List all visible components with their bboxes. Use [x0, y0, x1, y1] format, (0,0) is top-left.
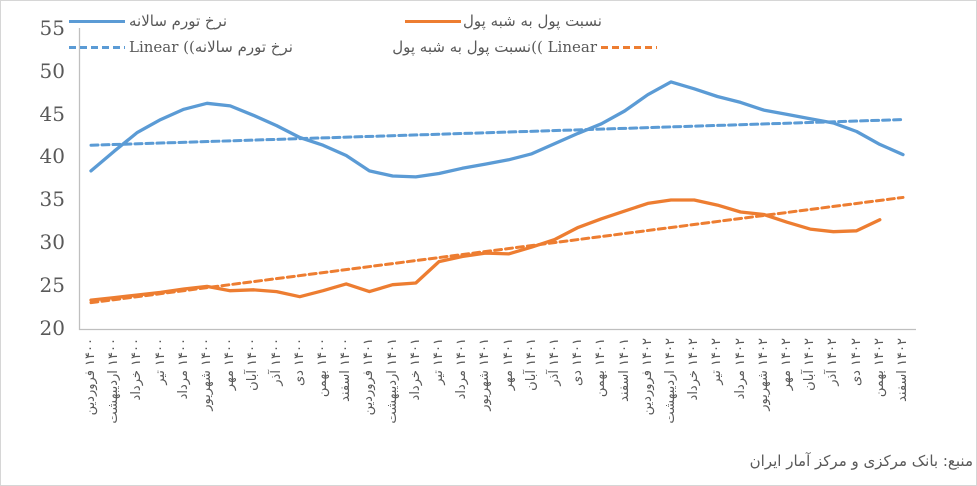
inflation-trendline-swatch	[69, 45, 125, 49]
x-tick-label: ۱۴۰۲ خرداد	[686, 338, 702, 401]
x-tick-label: ۱۴۰۱ آبان	[523, 338, 539, 391]
x-tick-label: ۱۴۰۱ مرداد	[454, 338, 470, 400]
x-tick-label: ۱۴۰۲ مرداد	[732, 338, 748, 400]
x-tick-label: ۱۴۰۰ خرداد	[129, 338, 145, 401]
x-tick-label: ۱۴۰۰ اسفند	[338, 338, 354, 402]
x-tick-label: ۱۴۰۰ تیر	[152, 338, 168, 385]
x-tick-label: ۱۴۰۱ اردیبهشت	[384, 338, 400, 424]
x-tick-label: ۱۴۰۰ اردیبهشت	[106, 338, 122, 424]
x-tick-label: ۱۴۰۰ مهر	[222, 338, 238, 391]
x-tick-label: ۱۴۰۰ آبان	[245, 338, 261, 391]
x-tick-label: ۱۴۰۰ مرداد	[175, 338, 191, 400]
legend-label-inflation: نرخ تورم سالانه	[129, 12, 228, 30]
y-tick-label: 55	[39, 16, 65, 40]
x-tick-label: ۱۴۰۱ فروردین	[361, 338, 377, 416]
x-tick-label: ۱۴۰۰ شهریور	[199, 338, 214, 411]
money-ratio-solid-line-swatch	[405, 19, 461, 23]
y-tick-label: 40	[39, 144, 65, 169]
legend-label-money-ratio-linear: نسبت پول به شبه پول(( Linear	[392, 38, 597, 56]
money-ratio-trendline-swatch	[601, 45, 657, 49]
x-tick-label: ۱۴۰۱ آذر	[547, 338, 562, 386]
y-tick-label: 30	[39, 229, 65, 254]
x-tick-label: ۱۴۰۱ اسفند	[616, 338, 632, 402]
x-tick-label: ۱۴۰۱ بهمن	[593, 338, 609, 398]
x-tick-label: ۱۴۰۱ دی	[570, 338, 586, 387]
y-tick-label: 20	[39, 315, 65, 340]
x-tick-label: ۱۴۰۰ فروردین	[83, 338, 98, 416]
x-tick-label: ۱۴۰۰ دی	[291, 338, 307, 387]
y-tick-label: 35	[39, 187, 65, 212]
y-tick-label: 50	[39, 58, 65, 83]
source-note: منبع: بانک مرکزی و مرکز آمار ایران	[749, 452, 973, 470]
x-tick-label: ۱۴۰۰ بهمن	[315, 338, 330, 398]
inflation-solid-line-swatch	[69, 19, 125, 23]
legend-label-inflation-linear: Linear ((نرخ تورم سالانه	[129, 38, 293, 56]
x-tick-label: ۱۴۰۱ خرداد	[407, 338, 423, 401]
x-tick-label: ۱۴۰۲ اردیبهشت	[663, 338, 678, 424]
x-tick-label: ۱۴۰۰ آذر	[268, 338, 284, 386]
x-tick-label: ۱۴۰۱ شهریور	[477, 338, 493, 411]
x-tick-label: ۱۴۰۱ تیر	[431, 338, 446, 385]
x-tick-label: ۱۴۰۱ مهر	[500, 338, 516, 391]
x-tick-label: ۱۴۰۲ فروردین	[639, 338, 655, 416]
y-tick-label: 45	[39, 101, 65, 126]
x-tick-label: ۱۴۰۲ تیر	[709, 338, 725, 385]
legend-label-money-ratio: نسبت پول به شبه پول	[463, 12, 602, 30]
y-tick-label: 25	[39, 272, 65, 297]
